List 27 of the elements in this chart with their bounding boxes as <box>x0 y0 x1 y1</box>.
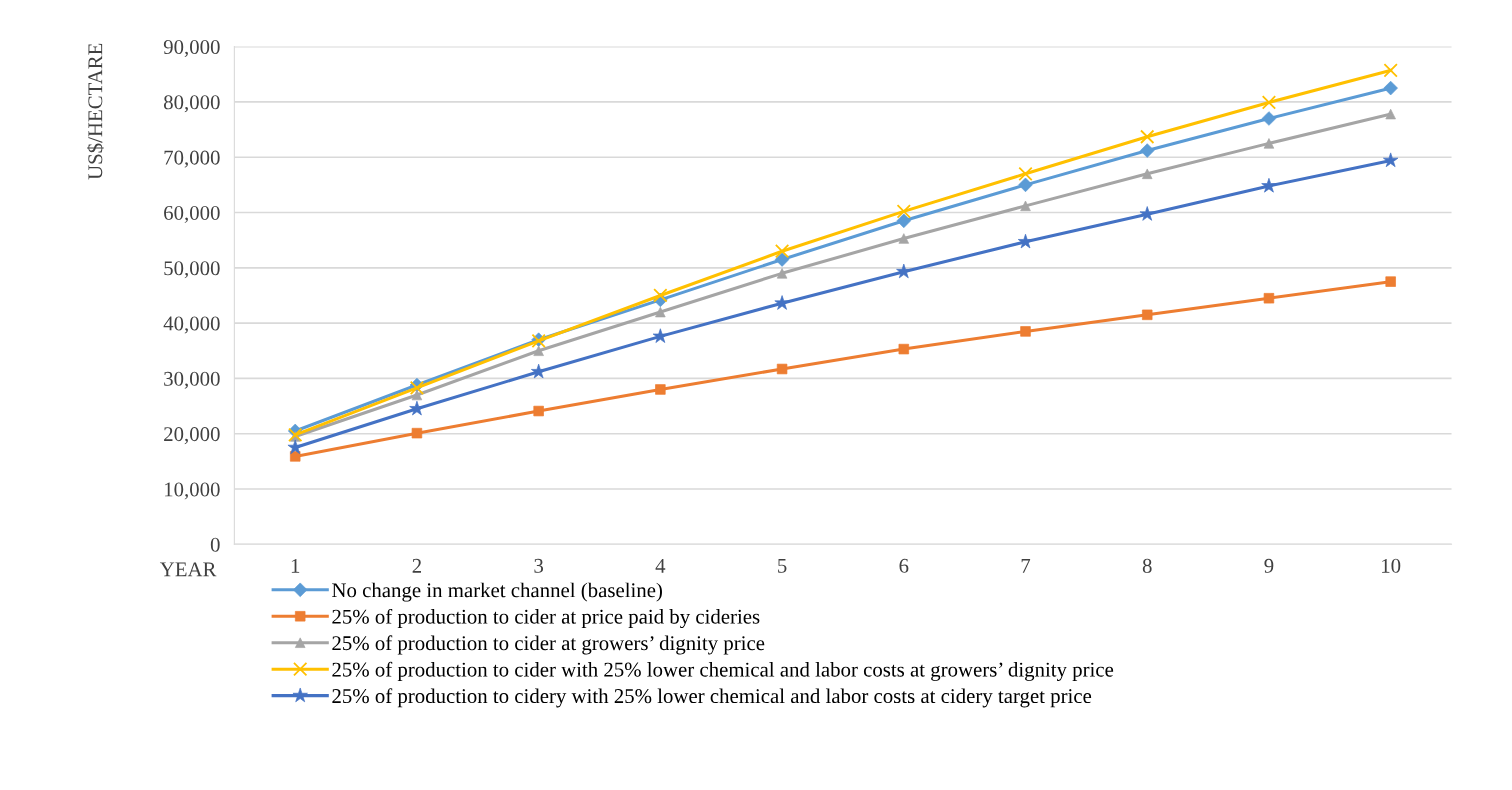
x-tick-label: 7 <box>1021 559 1031 573</box>
y-axis-title: US$/HECTARE <box>87 43 104 180</box>
x-tick-label: 6 <box>899 558 909 573</box>
y-tick-label: 50,000 <box>164 261 220 279</box>
legend-label: 25% of production to cider at price paid by cideries <box>332 608 760 629</box>
legend-label: No change in market channel (baseline) <box>332 582 662 602</box>
x-tick-label: 5 <box>778 559 787 573</box>
x-tick-label: 1 <box>291 558 300 573</box>
y-tick-label: 40,000 <box>163 316 220 334</box>
x-tick-label: 4 <box>655 558 666 573</box>
y-tick-label: 10,000 <box>165 482 220 500</box>
y-tick-label: 70,000 <box>164 150 220 168</box>
legend-label: 25% of production to cider with 25% lower chemical and labor costs at growers’ dignity price <box>332 661 1114 681</box>
x-tick-label: 8 <box>1142 558 1152 573</box>
y-tick-label: 0 <box>210 537 220 552</box>
y-tick-label: 20,000 <box>164 427 220 445</box>
x-tick-label: 10 <box>1382 558 1401 573</box>
x-axis-title: YEAR <box>159 562 217 577</box>
legend-label: 25% of production to cider at growers’ dignity price <box>332 635 765 655</box>
x-tick-label: 2 <box>412 558 421 573</box>
y-tick-label: 80,000 <box>163 95 220 113</box>
x-tick-label: 3 <box>534 558 544 573</box>
x-tick-label: 9 <box>1264 558 1274 573</box>
y-tick-label: 30,000 <box>164 371 220 389</box>
y-tick-label: 60,000 <box>164 205 220 223</box>
y-tick-label: 90,000 <box>163 39 220 58</box>
legend-label: 25% of production to cidery with 25% lower chemical and labor costs at cidery target price <box>332 688 1092 708</box>
